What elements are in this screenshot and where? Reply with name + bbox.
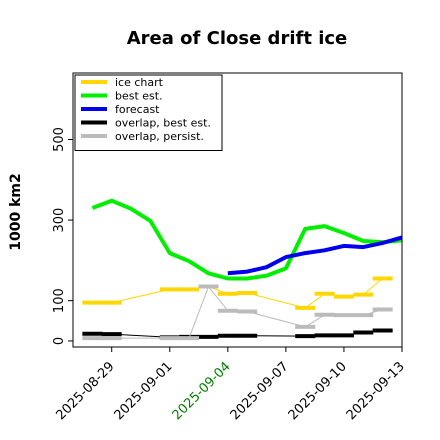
x-tick-label: 2025-09-13 (344, 359, 408, 423)
legend-label-best-est: best est. (115, 90, 163, 103)
y-axis-label: 1000 km2 (8, 173, 24, 250)
chart-title: Area of Close drift ice (127, 28, 348, 49)
x-tick-label: 2025-09-07 (228, 359, 292, 423)
legend-label-overlap-persist: overlap, persist. (115, 130, 204, 143)
plot-area (82, 198, 403, 341)
y-tick-label: 300 (52, 208, 67, 233)
x-tick-label: 2025-09-01 (112, 359, 176, 423)
series-line-forecast (227, 235, 403, 276)
legend-label-ice-chart: ice chart (115, 76, 164, 89)
legend-label-forecast: forecast (115, 103, 160, 116)
y-tick-label: 100 (52, 288, 67, 313)
y-tick-label: 0 (52, 337, 67, 345)
y-tick-label: 500 (52, 127, 67, 152)
plot-frame (72, 72, 403, 348)
x-tick-label: 2025-08-29 (53, 359, 117, 423)
legend-label-overlap-best-est: overlap, best est. (115, 117, 211, 130)
x-tick-label: 2025-09-10 (286, 359, 350, 423)
series-line-best-est (91, 198, 403, 281)
x-tick-label: 2025-09-04 (170, 359, 234, 423)
